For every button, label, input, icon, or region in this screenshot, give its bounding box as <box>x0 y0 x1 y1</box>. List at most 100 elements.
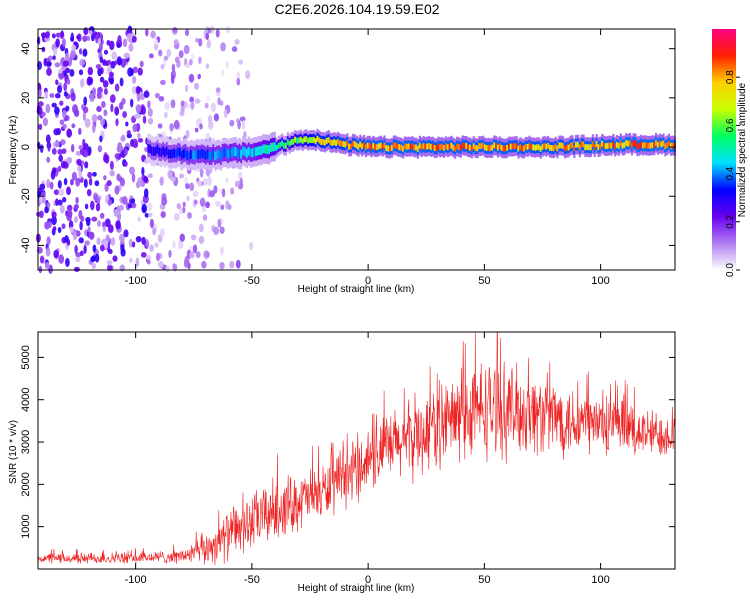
noise-speck <box>237 120 241 130</box>
colorbar-ticks: 0.0 0.2 0.4 0.6 0.8 <box>725 70 740 277</box>
noise-speck <box>77 165 82 173</box>
noise-speck <box>99 135 103 143</box>
trace-cell <box>534 144 537 151</box>
trace-cell <box>270 143 273 152</box>
noise-speck <box>40 32 47 38</box>
trace-cell <box>636 143 639 150</box>
trace-cell <box>586 144 589 150</box>
noise-speck <box>46 61 52 67</box>
trace-cell <box>162 146 165 156</box>
trace-cell <box>151 146 154 156</box>
noise-speck <box>182 201 186 208</box>
trace-cell <box>517 145 520 152</box>
trace-cell <box>521 145 524 152</box>
noise-speck <box>206 178 212 186</box>
trace-cell <box>476 145 479 152</box>
noise-speck <box>36 36 41 45</box>
trace-cell <box>273 142 276 152</box>
trace-cell <box>658 140 661 147</box>
noise-speck <box>90 256 96 263</box>
trace-cell <box>234 147 237 157</box>
noise-speck <box>95 202 101 212</box>
trace-cell <box>277 143 280 149</box>
noise-speck <box>110 237 116 246</box>
colorbar-tick-label: 0.0 <box>725 263 736 277</box>
noise-speck <box>217 218 222 228</box>
trace-cell <box>335 140 338 146</box>
trace-cell <box>314 138 317 145</box>
trace-cell <box>227 149 230 159</box>
trace-cell <box>258 146 262 156</box>
noise-speck <box>190 234 197 241</box>
trace-cell <box>357 143 360 150</box>
noise-speck <box>99 212 105 219</box>
noise-speck <box>177 239 184 250</box>
noise-speck <box>114 83 120 92</box>
noise-speck <box>219 226 225 234</box>
noise-speck <box>84 240 90 246</box>
trace-cell <box>208 151 211 161</box>
noise-speck <box>130 202 137 209</box>
trace-cell <box>500 144 503 151</box>
noise-speck <box>83 27 89 36</box>
trace-cell <box>288 140 291 147</box>
trace-cell <box>441 143 444 150</box>
noise-speck <box>155 252 161 262</box>
noise-speck <box>115 220 120 228</box>
noise-speck <box>51 33 56 39</box>
spectrogram-trace <box>147 128 676 171</box>
noise-speck <box>45 134 51 144</box>
y-tick-label: 5000 <box>20 345 32 369</box>
trace-cell <box>191 150 195 160</box>
noise-speck <box>83 96 88 106</box>
noise-speck <box>147 107 153 117</box>
trace-cell <box>201 149 204 158</box>
noise-speck <box>169 123 175 131</box>
trace-cell <box>255 147 258 157</box>
trace-cell <box>396 143 399 150</box>
noise-speck <box>161 196 168 206</box>
noise-speck <box>60 30 64 38</box>
noise-speck <box>236 77 241 86</box>
trace-cell <box>474 145 477 151</box>
trace-cell <box>565 144 568 151</box>
trace-cell <box>422 143 425 149</box>
trace-cell <box>238 148 241 157</box>
noise-speck <box>202 214 208 221</box>
trace-cell <box>364 144 368 151</box>
trace-cell <box>199 149 202 159</box>
x-tick-label: -100 <box>125 574 147 586</box>
colorbar-tick-label: 0.4 <box>725 166 736 180</box>
noise-speck <box>159 176 164 186</box>
noise-speck <box>88 177 93 186</box>
noise-speck <box>203 250 210 258</box>
trace-cell <box>482 142 485 149</box>
noise-speck <box>87 171 93 179</box>
noise-speck <box>176 203 182 210</box>
noise-speck <box>75 252 82 258</box>
noise-speck <box>164 102 170 111</box>
noise-speck <box>149 218 155 229</box>
noise-speck <box>122 110 127 119</box>
trace-cell <box>470 145 474 152</box>
noise-speck <box>183 176 189 185</box>
trace-cell <box>236 149 239 159</box>
noise-speck <box>171 63 176 72</box>
noise-speck <box>109 170 115 177</box>
noise-speck <box>70 36 75 42</box>
trace-cell <box>400 144 403 151</box>
noise-speck <box>234 39 240 45</box>
noise-speck <box>190 54 195 60</box>
noise-speck <box>116 205 121 213</box>
noise-speck <box>189 96 195 103</box>
noise-speck <box>46 156 51 163</box>
trace-cell <box>405 143 408 150</box>
noise-speck <box>83 244 87 254</box>
noise-speck <box>118 176 123 183</box>
noise-speck <box>83 149 88 158</box>
trace-cell <box>543 142 546 149</box>
noise-speck <box>158 261 164 269</box>
noise-speck <box>154 242 159 248</box>
noise-speck <box>149 244 154 252</box>
noise-speck <box>97 145 103 153</box>
